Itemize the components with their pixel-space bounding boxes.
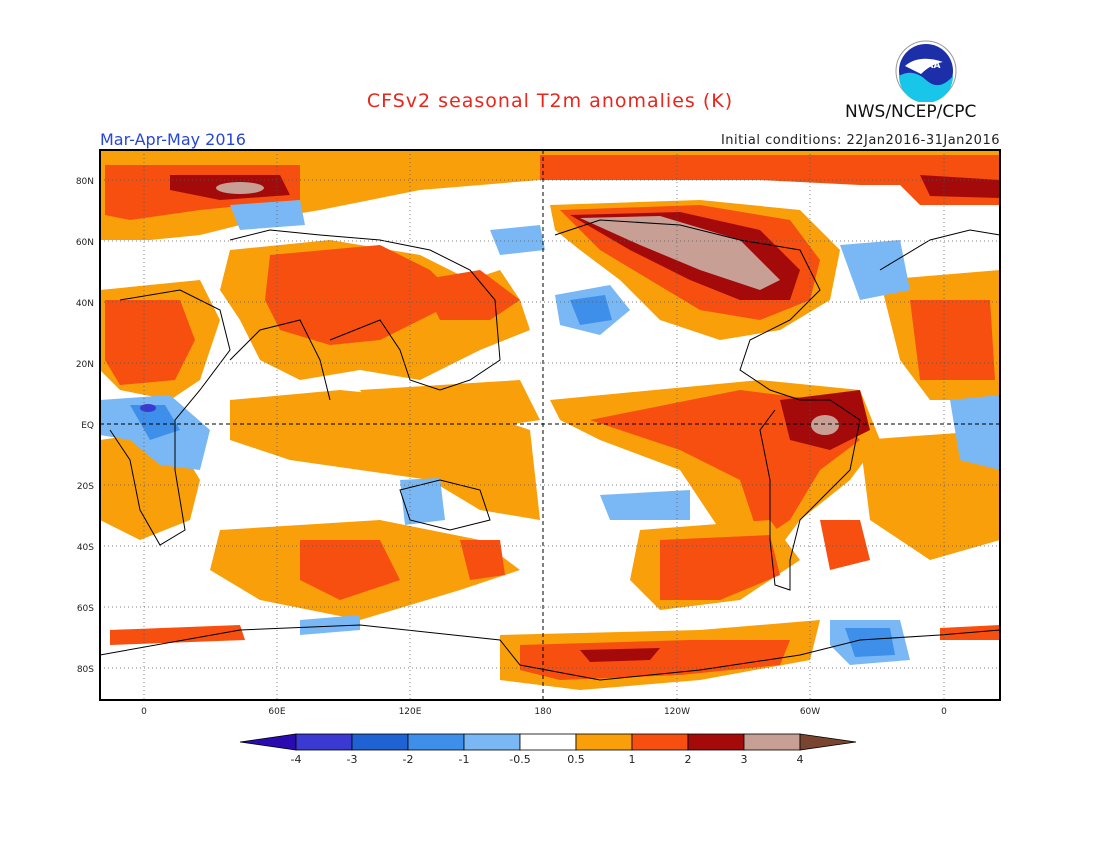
- colorbar-swatch: [631, 733, 689, 751]
- colorbar-label: -2: [403, 753, 414, 766]
- colorbar-label: 1: [629, 753, 636, 766]
- colorbar-swatch: [519, 733, 577, 751]
- colorbar-swatch: [687, 733, 745, 751]
- colorbar-label: 0.5: [567, 753, 585, 766]
- anomaly-fields: [100, 150, 1000, 690]
- colorbar: [239, 733, 857, 751]
- colorbar-label: -1: [459, 753, 470, 766]
- colorbar-swatch: [463, 733, 521, 751]
- colorbar-swatch: [407, 733, 465, 751]
- colorbar-swatch: [351, 733, 409, 751]
- colorbar-label: -0.5: [509, 753, 530, 766]
- colorbar-label: -3: [347, 753, 358, 766]
- map-title: CFSv2 seasonal T2m anomalies (K): [366, 90, 734, 112]
- lon-label: 120W: [664, 707, 690, 717]
- lat-label: 60N: [76, 238, 94, 248]
- lon-label: 0: [141, 707, 147, 717]
- colorbar-swatch: [575, 733, 633, 751]
- colorbar-label: -4: [291, 753, 302, 766]
- colorbar-label: 2: [685, 753, 692, 766]
- agency-label: NWS/NCEP/CPC: [845, 102, 977, 122]
- colorbar-arrow-low: [239, 733, 297, 751]
- lat-label: EQ: [81, 421, 94, 431]
- lat-label: 80S: [77, 665, 94, 675]
- lat-label: 40N: [76, 299, 94, 309]
- lon-label: 0: [941, 707, 947, 717]
- colorbar-label: 3: [741, 753, 748, 766]
- noaa-logo: NOAA: [895, 40, 957, 102]
- equator-dateline: [100, 150, 1000, 700]
- lat-label: 20N: [76, 360, 94, 370]
- forecast-period: Mar-Apr-May 2016: [100, 130, 246, 149]
- lon-label: 60W: [800, 707, 820, 717]
- lat-label: 40S: [77, 543, 94, 553]
- colorbar-arrow-high: [799, 733, 857, 751]
- lon-label: 120E: [399, 707, 422, 717]
- map-frame: [99, 149, 1001, 701]
- coastlines: [99, 219, 1001, 681]
- initial-conditions: Initial conditions: 22Jan2016-31Jan2016: [720, 133, 1000, 148]
- noaa-logo-text: NOAA: [912, 61, 941, 71]
- lon-label: 60E: [268, 707, 285, 717]
- lon-label: 180: [534, 707, 551, 717]
- lon-labels: 0 60E 120E 180 120W 60W 0: [141, 707, 947, 717]
- lat-labels: 80N 60N 40N 20N EQ 20S 40S 60S 80S: [76, 177, 94, 675]
- lat-label: 60S: [77, 604, 94, 614]
- colorbar-swatch: [295, 733, 353, 751]
- colorbar-label: 4: [797, 753, 804, 766]
- lat-label: 20S: [77, 482, 94, 492]
- colorbar-labels: -4 -3 -2 -1 -0.5 0.5 1 2 3 4: [291, 753, 804, 766]
- colorbar-swatch: [743, 733, 801, 751]
- lat-label: 80N: [76, 177, 94, 187]
